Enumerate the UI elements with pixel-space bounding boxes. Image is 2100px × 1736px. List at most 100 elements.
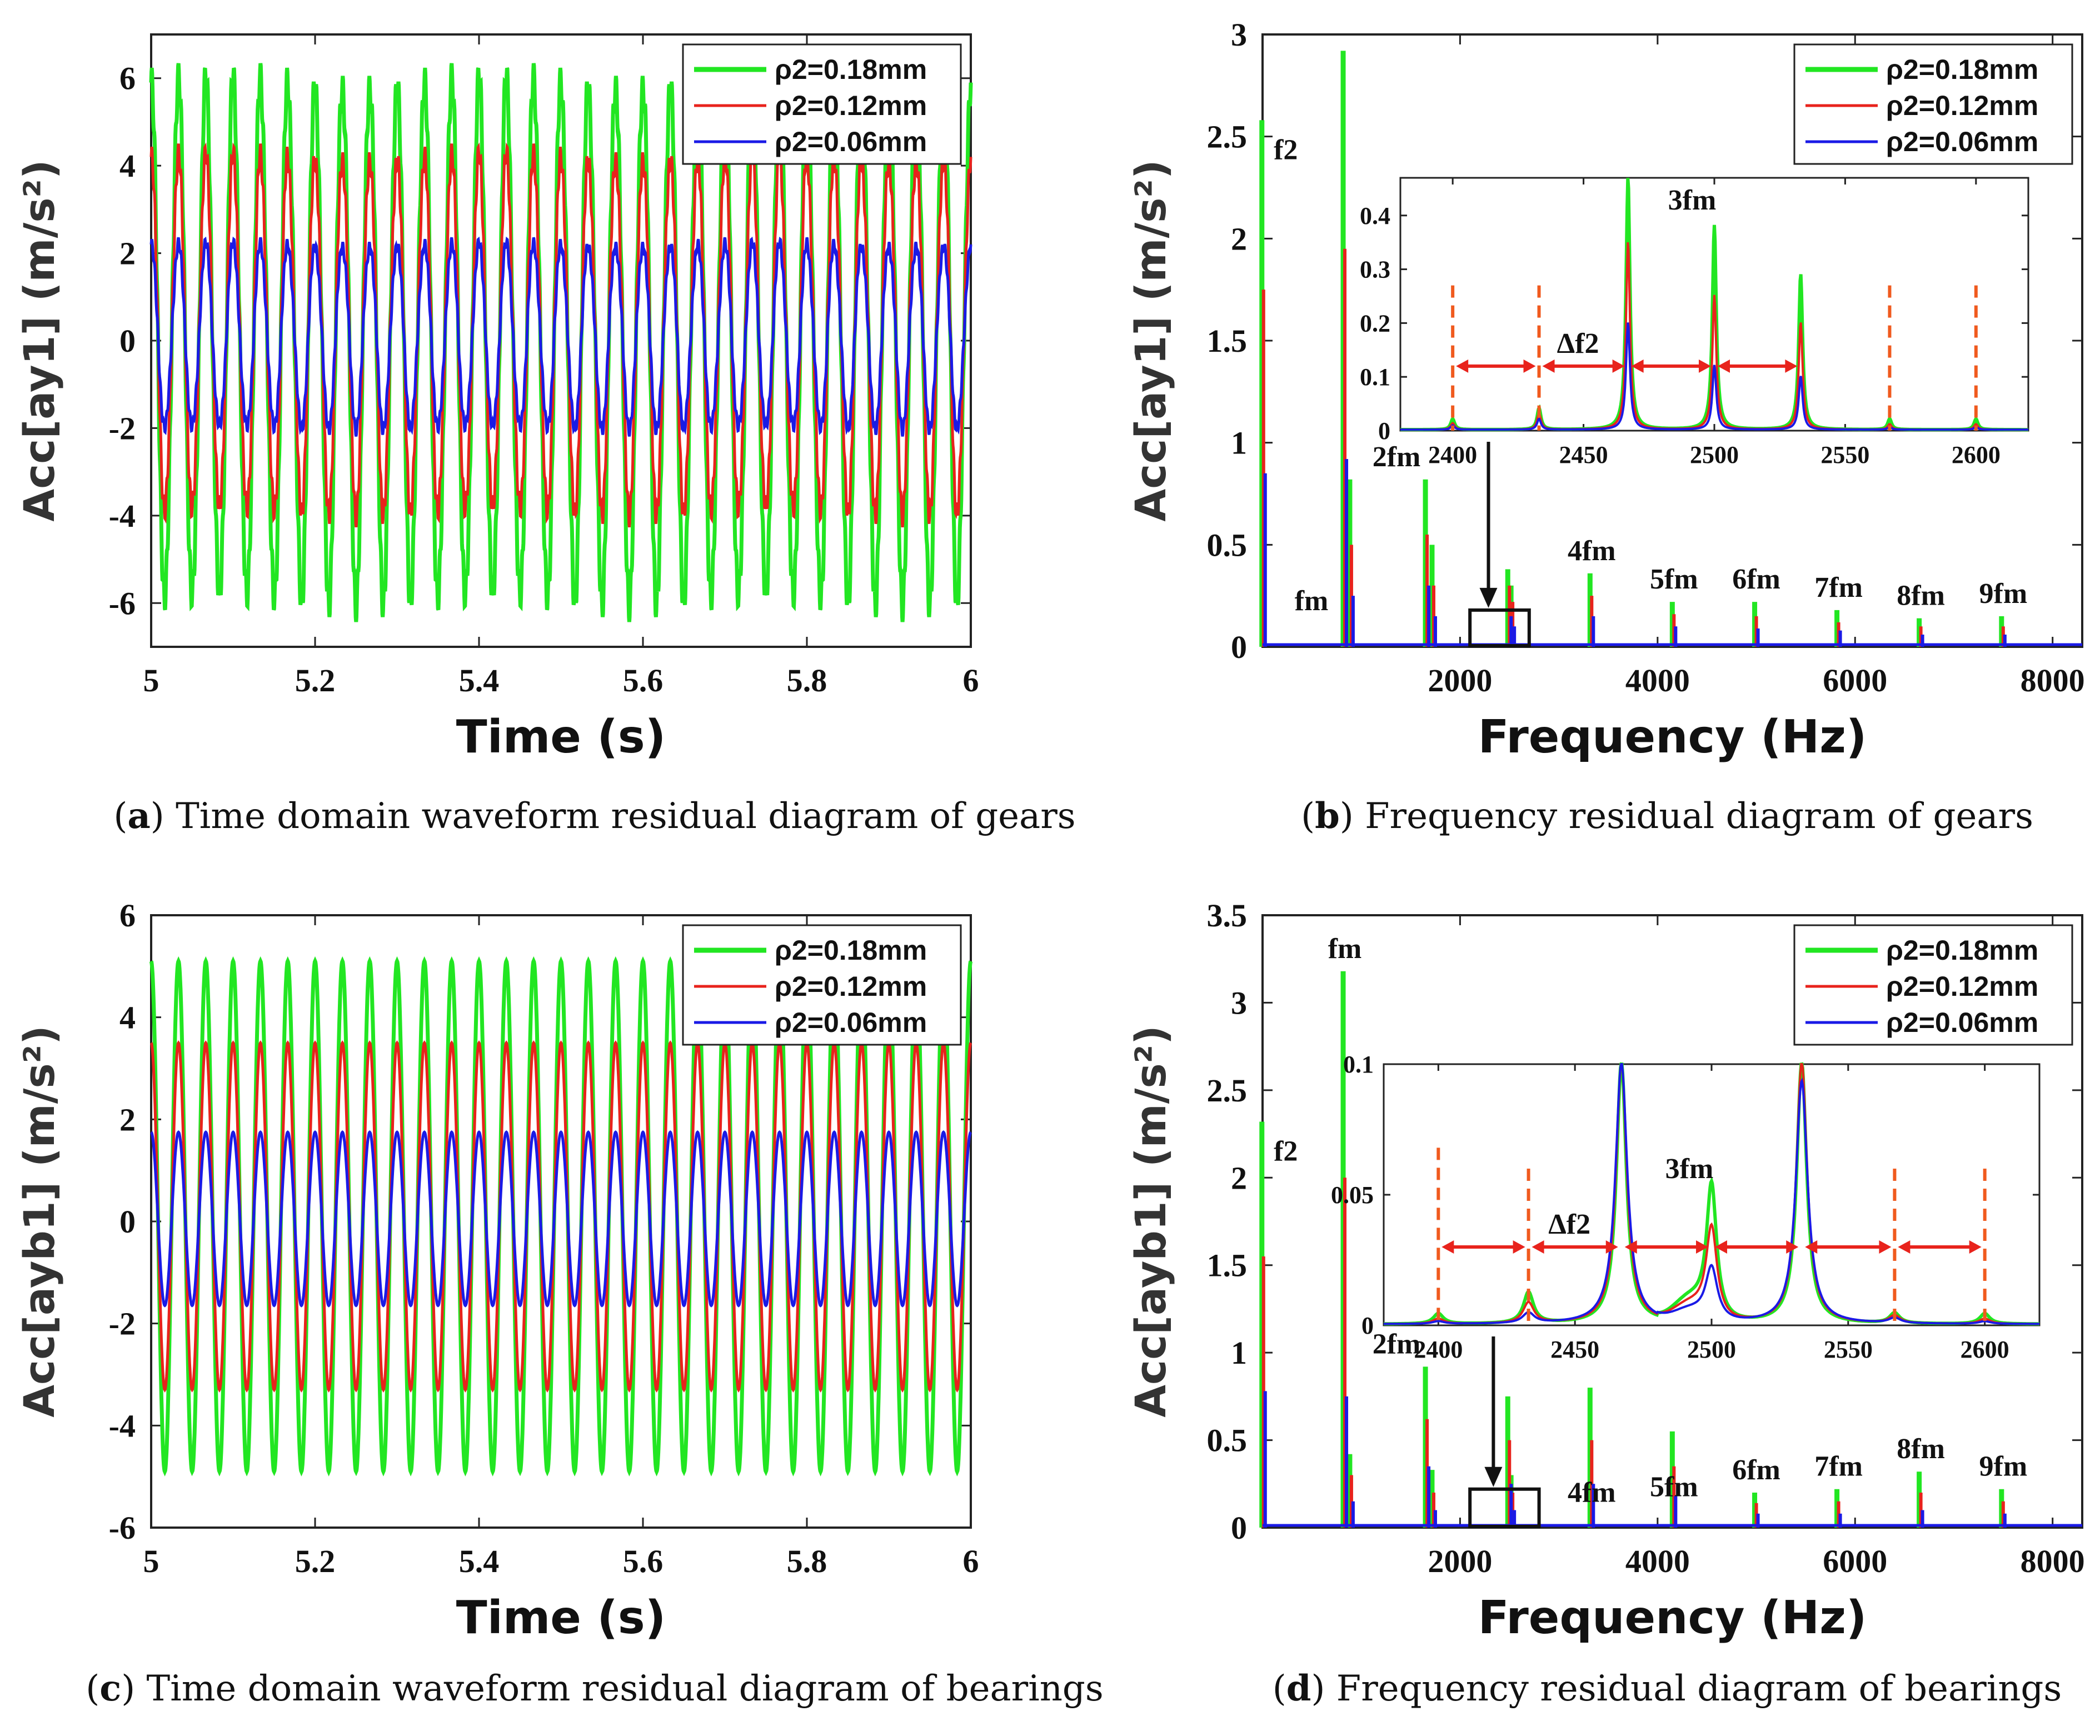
peak-label: 9fm bbox=[1979, 1451, 2028, 1483]
delta-arrow-head bbox=[1715, 1240, 1727, 1254]
inset-annotation-3fm: 3fm bbox=[1668, 184, 1717, 216]
delta-arrow-head bbox=[1696, 1240, 1708, 1254]
x-tick-label: 2000 bbox=[1428, 1543, 1492, 1579]
y-tick-label: 1 bbox=[1231, 1335, 1247, 1371]
delta-arrow-head bbox=[1513, 1240, 1525, 1254]
inset-annotation-delta: Δf2 bbox=[1557, 328, 1599, 360]
peak-label: 8fm bbox=[1897, 1433, 1945, 1465]
y-tick-label: 2 bbox=[119, 1101, 136, 1138]
y-tick-label: -6 bbox=[109, 585, 136, 621]
y-tick-label: 0 bbox=[119, 323, 136, 359]
figure-caption: (a) Time domain waveform residual diagra… bbox=[113, 795, 1075, 837]
delta-arrow-head bbox=[1523, 359, 1536, 373]
peak-label: f2 bbox=[1274, 134, 1298, 166]
caption-letter: d bbox=[1286, 1668, 1311, 1709]
y-tick-label: 2 bbox=[1231, 1160, 1247, 1196]
y-axis-label: Acc[ay1] (m/s²) bbox=[14, 159, 64, 521]
zoom-arrow-head bbox=[1479, 587, 1498, 608]
series-line bbox=[149, 236, 972, 437]
inset-series-line bbox=[1384, 1063, 2039, 1325]
y-tick-label: 0.4 bbox=[1360, 202, 1390, 230]
legend-label: ρ2=0.12mm bbox=[1886, 90, 2038, 121]
delta-arrow-head bbox=[1532, 1240, 1544, 1254]
x-tick-label: 6 bbox=[963, 1543, 979, 1579]
x-tick-label: 2400 bbox=[1414, 1336, 1463, 1363]
delta-arrow-head bbox=[1879, 1240, 1892, 1254]
legend-label: ρ2=0.18mm bbox=[775, 935, 927, 966]
delta-arrow-head bbox=[1718, 359, 1730, 373]
panel-d: 2000 4000 6000 8000 0 0.5 1 1.5 2 2.5 3 3.5 f2 fm 2fm 4… bbox=[1126, 897, 2085, 1709]
peak-label: 5fm bbox=[1650, 563, 1698, 595]
y-tick-label: 0 bbox=[1378, 417, 1390, 445]
inset-plot: 2400 2450 2500 2550 2600 0 0.1 0.2 0.3 0.4 3fm Δf2 bbox=[1360, 177, 2029, 468]
x-axis-label: Frequency (Hz) bbox=[1478, 711, 1867, 764]
legend-label: ρ2=0.18mm bbox=[1886, 935, 2038, 966]
y-tick-label: 0 bbox=[1231, 629, 1247, 665]
peak-label: 4fm bbox=[1568, 1476, 1616, 1508]
delta-arrow-head bbox=[1456, 359, 1469, 373]
y-tick-label: 0.1 bbox=[1343, 1051, 1374, 1078]
x-tick-label: 4000 bbox=[1625, 662, 1690, 699]
caption-letter: b bbox=[1315, 795, 1340, 837]
legend-label: ρ2=0.18mm bbox=[775, 54, 927, 85]
y-tick-label: -2 bbox=[109, 410, 136, 446]
y-tick-label: 3 bbox=[1231, 985, 1247, 1021]
delta-arrow-head bbox=[1699, 359, 1711, 373]
delta-arrow-head bbox=[1441, 1240, 1454, 1254]
y-tick-label: 1 bbox=[1231, 425, 1247, 461]
legend-label: ρ2=0.06mm bbox=[1886, 1007, 2038, 1038]
y-tick-label: 1.5 bbox=[1207, 1248, 1248, 1284]
y-tick-label: -4 bbox=[109, 498, 136, 534]
x-tick-label: 5 bbox=[143, 1543, 159, 1579]
y-tick-label: 4 bbox=[119, 1000, 136, 1036]
inset-series-line bbox=[1400, 322, 2028, 431]
zoom-arrow-head bbox=[1484, 1466, 1503, 1487]
y-tick-label: 4 bbox=[119, 148, 136, 184]
inset-annotation-3fm: 3fm bbox=[1665, 1153, 1714, 1185]
legend-label: ρ2=0.06mm bbox=[775, 126, 927, 157]
peak-label: 8fm bbox=[1897, 580, 1945, 612]
x-tick-label: 2400 bbox=[1428, 441, 1477, 468]
x-tick-label: 5.6 bbox=[623, 662, 664, 699]
x-tick-label: 6 bbox=[963, 662, 979, 699]
figure-caption: (d) Frequency residual diagram of bearin… bbox=[1273, 1668, 2062, 1709]
caption-letter: a bbox=[127, 795, 150, 837]
x-axis-label: Time (s) bbox=[456, 711, 666, 764]
x-tick-label: 8000 bbox=[2021, 662, 2085, 699]
y-tick-label: 6 bbox=[119, 897, 136, 934]
y-tick-label: -2 bbox=[109, 1306, 136, 1342]
x-tick-label: 5.8 bbox=[787, 662, 827, 699]
panel-b: 2000 4000 6000 8000 0 0.5 1 1.5 2 2.5 3 f2 fm 2fm 4fm 5… bbox=[1126, 17, 2085, 837]
x-tick-label: 5.4 bbox=[459, 1543, 500, 1579]
y-tick-label: 2 bbox=[119, 236, 136, 272]
x-tick-label: 5.8 bbox=[787, 1543, 827, 1579]
x-tick-label: 6000 bbox=[1823, 1543, 1887, 1579]
x-tick-label: 6000 bbox=[1823, 662, 1887, 699]
legend: ρ2=0.18mm ρ2=0.12mm ρ2=0.06mm bbox=[682, 43, 962, 165]
legend: ρ2=0.18mm ρ2=0.12mm ρ2=0.06mm bbox=[1793, 924, 2073, 1046]
legend-label: ρ2=0.06mm bbox=[775, 1007, 927, 1038]
y-tick-label: 0 bbox=[1361, 1312, 1374, 1339]
x-tick-label: 4000 bbox=[1625, 1543, 1690, 1579]
x-tick-label: 2450 bbox=[1559, 441, 1608, 468]
peak-label: fm bbox=[1328, 933, 1362, 965]
y-tick-label: 2.5 bbox=[1207, 119, 1248, 155]
legend-label: ρ2=0.06mm bbox=[1886, 126, 2038, 157]
peak-label: f2 bbox=[1274, 1136, 1298, 1168]
x-tick-label: 2600 bbox=[1952, 441, 2001, 468]
x-tick-label: 5 bbox=[143, 662, 159, 699]
x-axis-label: Time (s) bbox=[456, 1592, 666, 1644]
caption-letter: c bbox=[99, 1668, 121, 1709]
x-tick-label: 2450 bbox=[1550, 1336, 1599, 1363]
zoom-box bbox=[1468, 1487, 1541, 1529]
x-tick-label: 8000 bbox=[2021, 1543, 2085, 1579]
series-line bbox=[150, 1130, 972, 1308]
peak-label: 6fm bbox=[1732, 563, 1780, 595]
inset-annotation-delta: Δf2 bbox=[1548, 1209, 1590, 1240]
delta-arrow-head bbox=[1785, 359, 1798, 373]
delta-arrow-head bbox=[1624, 1240, 1637, 1254]
delta-arrow-head bbox=[1605, 1240, 1618, 1254]
x-tick-label: 5.2 bbox=[295, 662, 336, 699]
inset-plot: 2400 2450 2500 2550 2600 0 0.05 0.1 3fm Δf2 bbox=[1331, 1051, 2041, 1363]
peak-label: 2fm bbox=[1373, 1328, 1421, 1360]
